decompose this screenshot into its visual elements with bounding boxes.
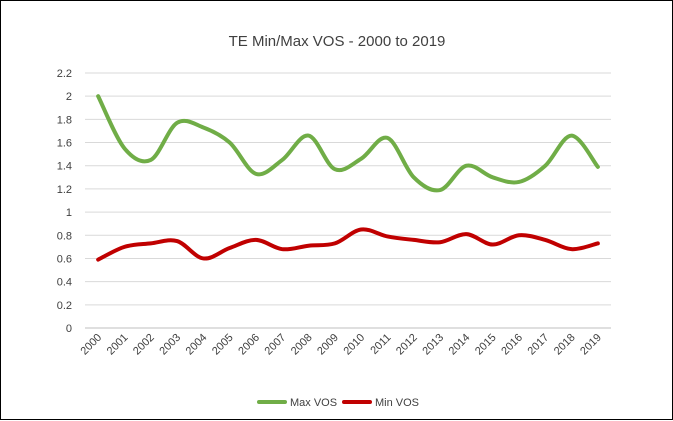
data-point: [228, 141, 232, 145]
data-point: [517, 180, 521, 184]
x-tick-label: 2015: [473, 332, 499, 358]
data-point: [96, 94, 100, 98]
data-point: [149, 158, 153, 162]
data-point: [491, 175, 495, 179]
data-point: [307, 134, 311, 138]
x-tick-label: 2003: [157, 332, 183, 358]
data-point: [280, 247, 284, 251]
data-point: [175, 239, 179, 243]
data-point: [464, 164, 468, 168]
data-point: [96, 258, 100, 262]
data-point: [570, 134, 574, 138]
x-tick-label: 2016: [499, 332, 525, 358]
y-tick-label: 0.8: [57, 230, 72, 242]
data-point: [491, 243, 495, 247]
data-point: [570, 247, 574, 251]
data-point: [412, 238, 416, 242]
data-point: [543, 164, 547, 168]
data-point: [359, 157, 363, 161]
legend-label: Max VOS: [290, 397, 337, 409]
x-tick-label: 2017: [526, 332, 552, 358]
x-tick-label: 2000: [78, 332, 104, 358]
data-point: [412, 175, 416, 179]
legend: Max VOS Min VOS: [257, 397, 419, 409]
data-point: [201, 125, 205, 129]
data-point: [201, 256, 205, 260]
y-tick-label: 1.6: [57, 138, 72, 150]
data-point: [280, 158, 284, 162]
data-point: [543, 238, 547, 242]
data-point: [333, 167, 337, 171]
data-point: [596, 241, 600, 245]
y-tick-label: 1: [66, 207, 72, 219]
y-tick-label: 1.8: [57, 114, 72, 126]
y-tick-label: 0: [66, 323, 72, 335]
data-point: [254, 238, 258, 242]
chart-title: TE Min/Max VOS - 2000 to 2019: [229, 33, 446, 50]
data-point: [385, 234, 389, 238]
data-point: [307, 244, 311, 248]
y-tick-label: 1.2: [57, 184, 72, 196]
x-tick-label: 2011: [368, 332, 393, 357]
series-line-min-vos: [96, 227, 600, 262]
x-tick-label: 2004: [184, 332, 210, 358]
x-tick-label: 2008: [289, 332, 315, 358]
data-point: [359, 227, 363, 231]
x-tick-label: 2012: [394, 332, 420, 358]
data-point: [254, 172, 258, 176]
data-point: [122, 146, 126, 150]
y-tick-label: 0.2: [57, 300, 72, 312]
data-point: [122, 245, 126, 249]
x-tick-label: 2013: [420, 332, 446, 358]
x-tick-label: 2005: [210, 332, 236, 358]
x-tick-label: 2006: [236, 332, 262, 358]
x-tick-label: 2014: [447, 332, 473, 358]
series-line-max-vos: [96, 94, 600, 193]
y-tick-label: 0.6: [57, 253, 72, 265]
data-point: [333, 241, 337, 245]
data-point: [438, 188, 442, 192]
x-tick-label: 2009: [315, 332, 341, 358]
gridlines: [85, 72, 611, 329]
x-tick-label: 2019: [578, 332, 604, 358]
data-point: [228, 246, 232, 250]
x-tick-label: 2018: [552, 332, 578, 358]
data-point: [149, 241, 153, 245]
x-tick-label: 2002: [131, 332, 157, 358]
x-tick-label: 2001: [105, 332, 131, 358]
data-point: [175, 121, 179, 125]
data-point: [464, 232, 468, 236]
x-tick-label: 2010: [341, 332, 367, 358]
y-tick-label: 2.2: [57, 68, 72, 80]
y-tick-label: 2: [66, 91, 72, 103]
x-tick-label: 2007: [263, 332, 289, 358]
legend-label: Min VOS: [375, 397, 419, 409]
y-tick-label: 1.4: [57, 161, 72, 173]
data-point: [438, 240, 442, 244]
series-lines: [96, 94, 600, 262]
data-point: [385, 136, 389, 140]
y-axis-ticks: 0 0.2 0.4 0.6 0.8 1 1.2 1.4 1.6 1.8 2 2.2: [57, 68, 72, 335]
data-point: [596, 165, 600, 169]
y-tick-label: 0.4: [57, 277, 72, 289]
data-point: [517, 233, 521, 237]
x-axis-ticks: 2000 2001 2002 2003 2004 2005 2006 2007 2008 2009…: [78, 332, 603, 358]
